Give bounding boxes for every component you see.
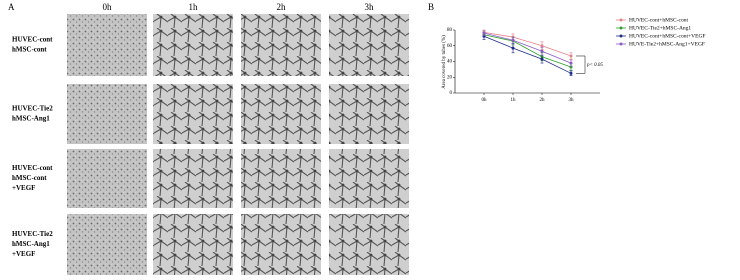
column-header: 0h [103, 2, 113, 12]
legend-label: HUVEC-cont+hMSC-cont+VEGF [629, 33, 705, 39]
row-label: HUVEC-Tie2 [12, 230, 53, 238]
panel-label: A [8, 2, 15, 12]
legend-marker [619, 42, 623, 46]
data-point [569, 71, 573, 75]
legend-label: HUVE-Tie2+hMSC-Ang1+VEGF [629, 41, 705, 47]
data-point [569, 61, 573, 65]
micrograph [329, 84, 409, 144]
legend-marker [619, 18, 623, 22]
data-point [540, 57, 544, 61]
data-point [569, 54, 573, 58]
data-point [540, 44, 544, 48]
series-line [483, 31, 572, 57]
x-tick-label: 2h [540, 98, 546, 103]
row-label: HUVEC-cont [12, 164, 53, 172]
micrograph [329, 14, 409, 76]
legend-marker [619, 26, 623, 30]
x-tick-label: 3h [569, 98, 575, 103]
micrograph [67, 214, 147, 275]
row-label: hMSC-cont [12, 46, 47, 54]
significance-bracket [576, 55, 586, 74]
row-label: hMSC-Ang1 [12, 115, 50, 123]
micrograph [153, 149, 233, 208]
micrograph [241, 214, 321, 275]
data-point [540, 49, 544, 53]
micrograph [153, 14, 233, 76]
micrograph [67, 14, 147, 76]
y-axis-title: Area covered by tubes (%) [442, 35, 447, 89]
panel-label: B [428, 2, 434, 12]
annotation: p< 0.05 [586, 63, 603, 68]
x-tick-label: 0h [482, 98, 488, 103]
micrograph [329, 149, 409, 208]
y-tick-label: 60 [447, 44, 453, 49]
data-point [511, 46, 515, 50]
column-header: 3h [365, 2, 375, 12]
y-tick-label: 80 [447, 28, 453, 33]
column-header: 2h [277, 2, 287, 12]
row-label: +VEGF [12, 250, 35, 258]
series-line [483, 34, 572, 68]
micrograph [67, 84, 147, 144]
legend-label: HUVEC-cont+hMSC-cont [629, 17, 688, 23]
micrograph [241, 84, 321, 144]
series-line [483, 32, 572, 64]
micrograph [153, 214, 233, 275]
column-header: 1h [189, 2, 199, 12]
legend-marker [619, 34, 623, 38]
x-tick-label: 1h [511, 98, 517, 103]
series-line [483, 35, 572, 74]
legend-label: HUVEC-Tie2+hMSC-Ang1 [629, 25, 691, 31]
y-tick-label: 40 [447, 60, 453, 65]
row-label: +VEGF [12, 184, 35, 192]
y-tick-label: 0 [450, 91, 453, 96]
micrograph [241, 149, 321, 208]
micrograph [241, 14, 321, 76]
data-point [482, 31, 486, 35]
micrograph [67, 149, 147, 208]
row-label: HUVEC-cont [12, 36, 53, 44]
data-point [511, 38, 515, 42]
micrograph [329, 214, 409, 275]
micrograph [153, 84, 233, 144]
row-label: hMSC-Ang1 [12, 240, 50, 248]
row-label: hMSC-cont [12, 174, 47, 182]
y-tick-label: 20 [447, 75, 453, 80]
row-label: HUVEC-Tie2 [12, 105, 53, 113]
